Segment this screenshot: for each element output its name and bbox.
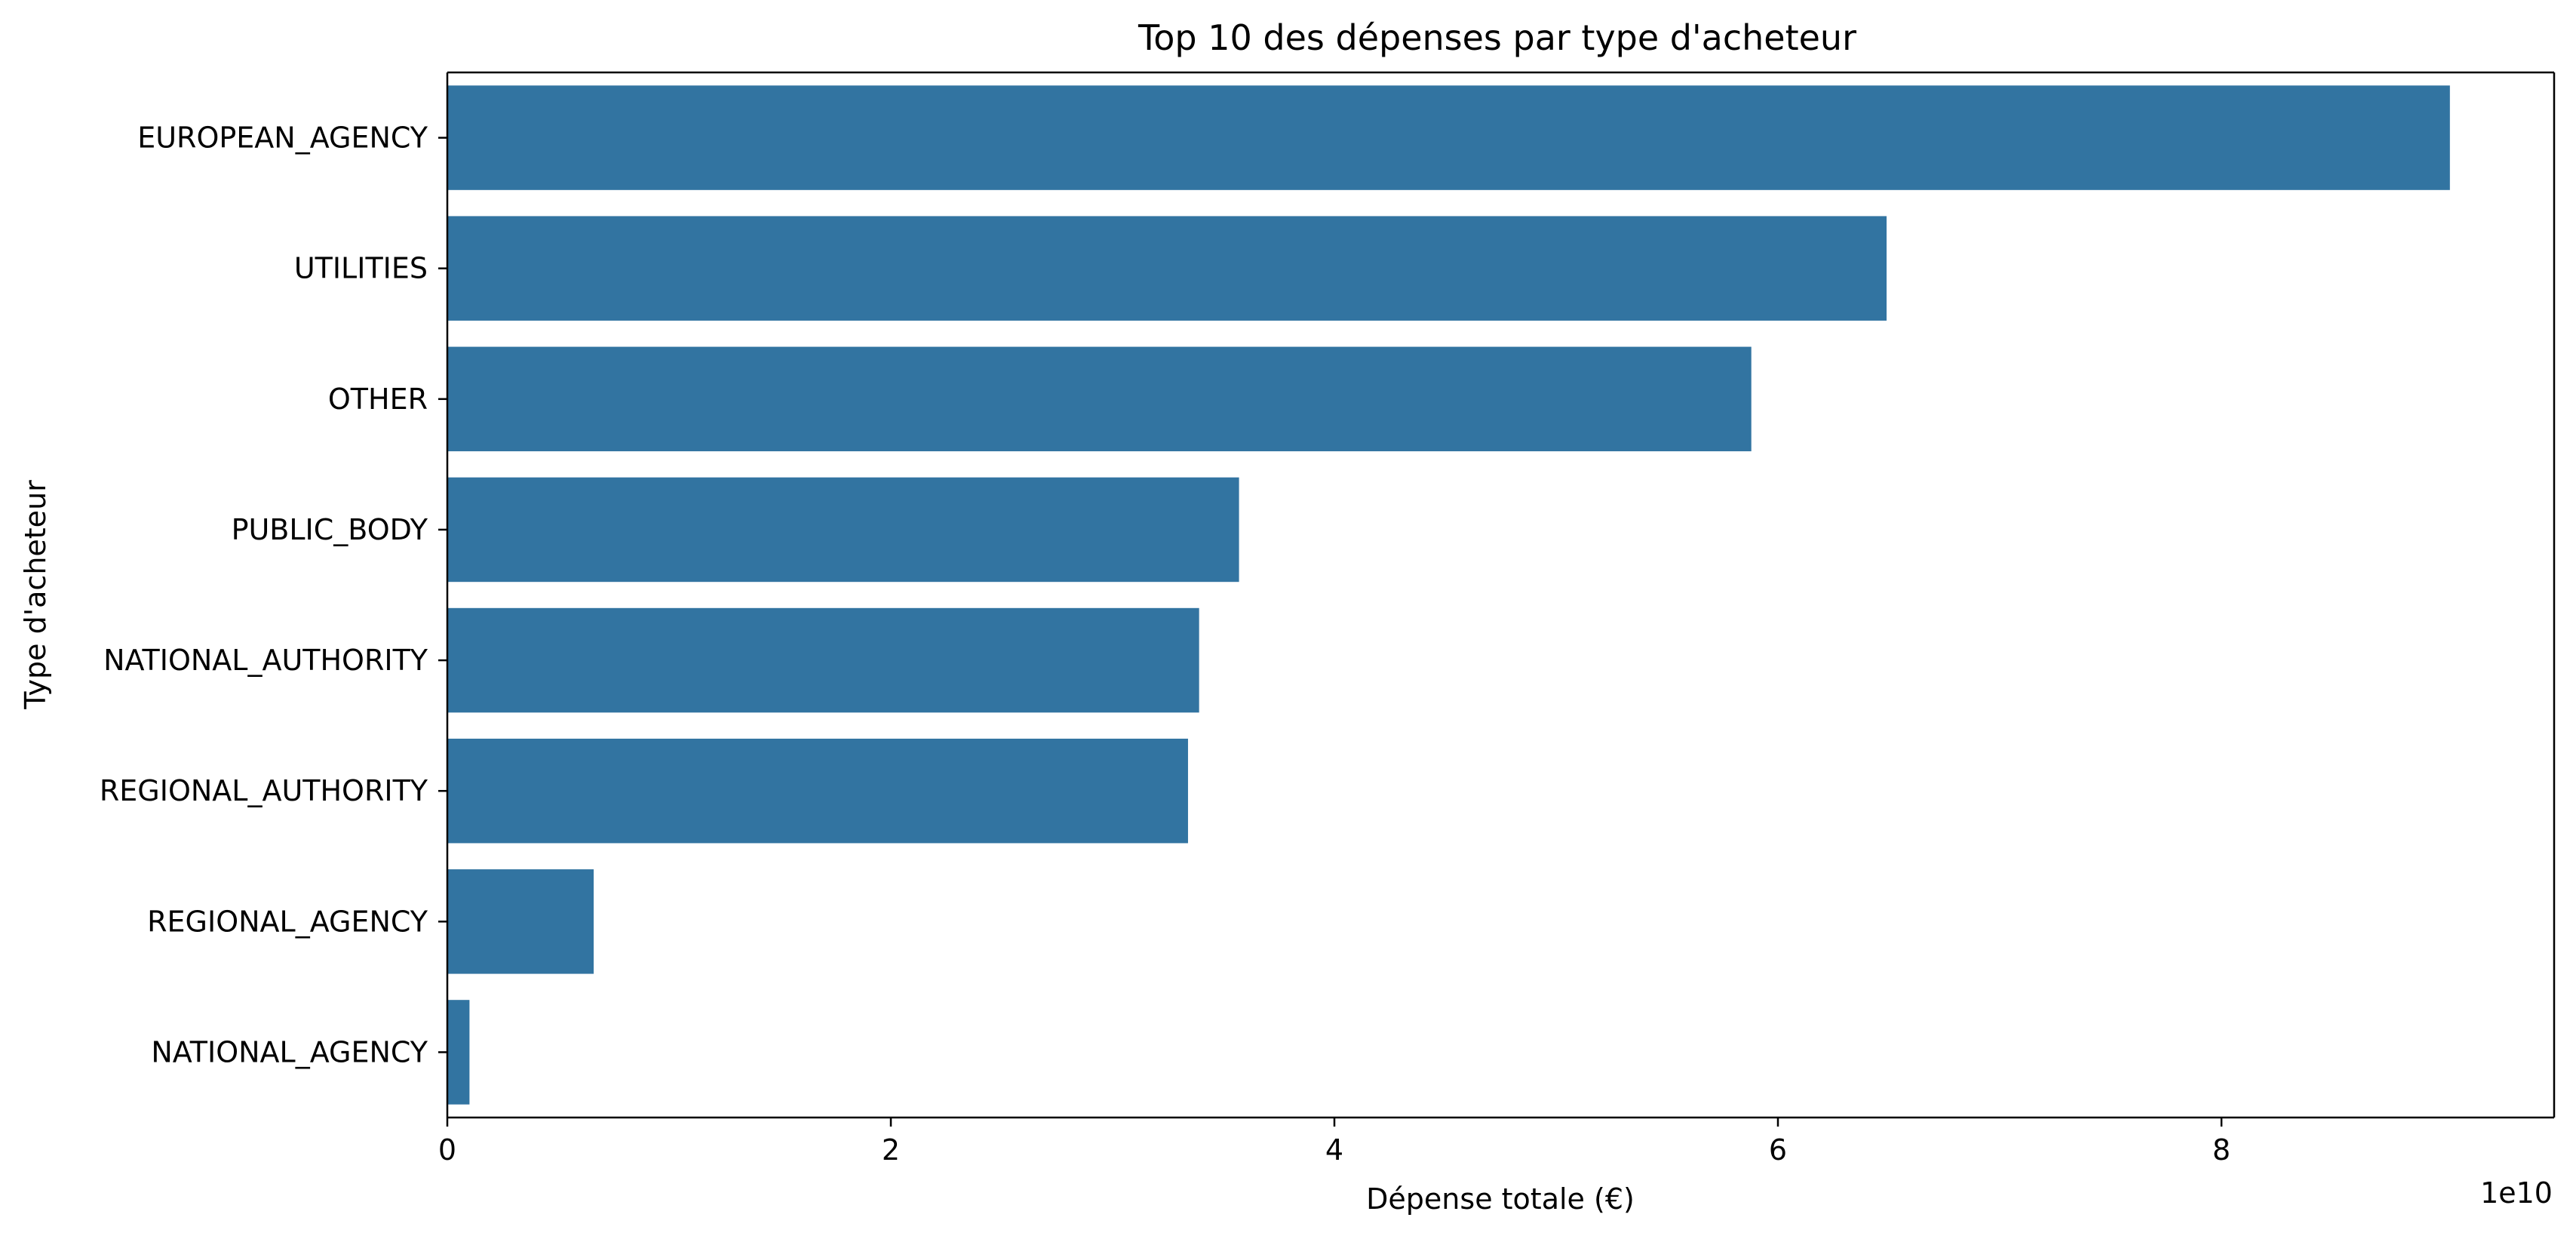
- x-axis-label: Dépense totale (€): [1366, 1182, 1635, 1216]
- x-tick-label: 8: [2212, 1133, 2231, 1167]
- bar: [447, 216, 1887, 321]
- bar: [447, 1000, 470, 1105]
- y-axis-ticks: EUROPEAN_AGENCY UTILITIES OTHER PUBLIC_BODY…: [100, 121, 447, 1068]
- y-tick-label: UTILITIES: [294, 252, 428, 285]
- x-tick-label: 0: [438, 1133, 456, 1167]
- x-tick-label: 4: [1325, 1133, 1343, 1167]
- y-tick-label: NATIONAL_AGENCY: [151, 1035, 428, 1068]
- y-tick-label: REGIONAL_AUTHORITY: [100, 774, 428, 807]
- y-tick-label: REGIONAL_AGENCY: [147, 905, 428, 938]
- x-axis-offset-label: 1e10: [2480, 1176, 2553, 1210]
- y-tick-label: NATIONAL_AUTHORITY: [103, 644, 428, 677]
- bar: [447, 85, 2450, 190]
- chart-title: Top 10 des dépenses par type d'acheteur: [1138, 17, 1856, 58]
- x-tick-label: 6: [1769, 1133, 1787, 1167]
- y-tick-label: PUBLIC_BODY: [232, 513, 428, 546]
- x-tick-label: 2: [882, 1133, 900, 1167]
- bar: [447, 738, 1188, 844]
- bar: [447, 869, 594, 974]
- y-tick-label: OTHER: [328, 383, 428, 416]
- bars-group: [447, 85, 2450, 1105]
- x-axis-ticks: 0 2 4 6 8: [438, 1118, 2231, 1167]
- y-tick-label: EUROPEAN_AGENCY: [137, 121, 428, 155]
- bar: [447, 346, 1752, 452]
- bar: [447, 477, 1239, 583]
- y-axis-label: Type d'acheteur: [19, 480, 52, 710]
- bar: [447, 607, 1199, 713]
